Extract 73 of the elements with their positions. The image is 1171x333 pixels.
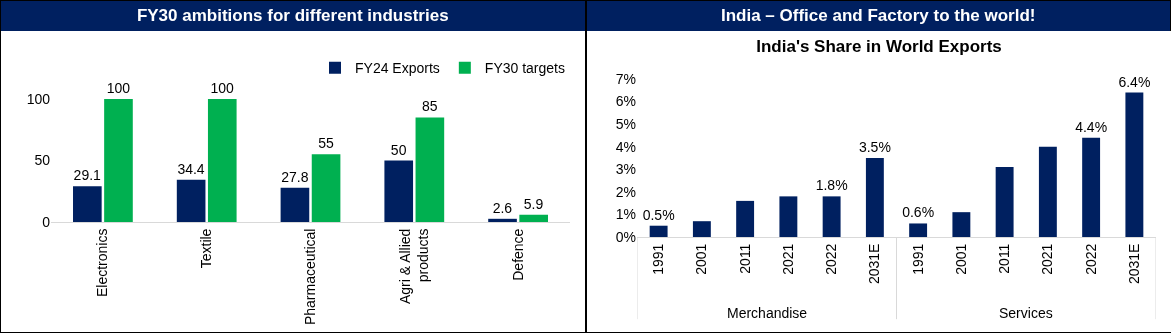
y-tick-label: 4% xyxy=(615,138,636,155)
data-label: 3.5% xyxy=(858,139,891,155)
x-tick-label: 2001 xyxy=(692,243,709,275)
bar xyxy=(73,186,102,222)
bar xyxy=(908,223,927,237)
y-tick-label: 1% xyxy=(615,206,636,223)
y-tick-label: 0 xyxy=(42,213,51,230)
y-tick-label: 6% xyxy=(615,93,636,110)
data-label: 85 xyxy=(421,98,438,115)
data-label: 4.4% xyxy=(1074,118,1107,135)
bar xyxy=(1124,92,1143,237)
bar xyxy=(415,117,445,222)
legend-label: FY30 targets xyxy=(484,60,565,77)
y-tick-label: 5% xyxy=(615,116,636,133)
text: Services xyxy=(998,305,1053,321)
bar xyxy=(865,158,884,237)
bar xyxy=(384,160,414,222)
bar xyxy=(1038,146,1057,237)
data-label: 34.4 xyxy=(177,160,205,177)
bar xyxy=(280,187,310,222)
data-label: 0.5% xyxy=(642,206,675,223)
chart-title: India – Office and Factory to the world! xyxy=(586,1,1170,31)
x-tick-label: 2031E xyxy=(865,243,882,285)
x-tick-label: Pharmaceutical xyxy=(302,228,319,326)
x-tick-label: 2021 xyxy=(779,243,796,275)
bar xyxy=(1081,137,1100,237)
y-tick-label: 2% xyxy=(615,183,636,200)
bar xyxy=(951,212,970,237)
bar xyxy=(311,154,341,222)
x-tick-label: Defence xyxy=(509,228,526,281)
x-tick-label: 2022 xyxy=(822,243,839,275)
bar xyxy=(649,225,668,237)
bar xyxy=(778,196,797,237)
chart-title: FY30 ambitions for different industries xyxy=(1,1,585,31)
legend-label: FY24 Exports xyxy=(355,60,440,77)
y-tick-label: 7% xyxy=(615,70,636,87)
bar xyxy=(176,179,206,222)
bar xyxy=(104,99,133,222)
text: Merchandise xyxy=(726,305,807,321)
x-tick-label: 2021 xyxy=(1038,243,1055,275)
x-tick-label: 1991 xyxy=(649,243,666,275)
bar xyxy=(822,196,841,237)
x-tick-label: 2011 xyxy=(736,243,753,274)
y-tick-label: 3% xyxy=(615,161,636,178)
x-tick-label: 2001 xyxy=(952,243,969,275)
x-tick-label: Textile xyxy=(198,228,215,269)
data-label: 50 xyxy=(390,141,407,158)
data-label: 1.8% xyxy=(815,177,848,194)
x-tick-label: 2022 xyxy=(1082,243,1099,275)
y-tick-label: 0% xyxy=(615,228,636,245)
y-tick-label: 100 xyxy=(26,90,51,107)
x-tick-label: 2011 xyxy=(995,243,1012,274)
x-tick-label: Agri & Allied products xyxy=(396,228,431,305)
y-tick-label: 50 xyxy=(34,152,51,169)
data-label: 0.6% xyxy=(901,204,934,221)
bar xyxy=(488,218,517,222)
data-label: 6.4% xyxy=(1117,73,1150,90)
data-label: 100 xyxy=(106,80,131,96)
data-label: 5.9 xyxy=(523,195,544,212)
x-tick-label: Electronics xyxy=(94,228,111,298)
x-tick-label: 2031E xyxy=(1125,243,1142,285)
data-label: 29.1 xyxy=(73,167,102,184)
bar xyxy=(207,99,237,222)
bar xyxy=(692,221,711,237)
data-label: 27.8 xyxy=(281,168,309,185)
bar xyxy=(995,167,1014,237)
data-label: 2.6 xyxy=(492,199,513,216)
bar xyxy=(735,200,754,237)
x-tick-label: 1991 xyxy=(909,243,926,275)
data-label: 55 xyxy=(318,135,334,152)
chart-subtitle: India's Share in World Exports xyxy=(755,36,1002,56)
data-label: 100 xyxy=(210,80,235,96)
bar xyxy=(519,214,548,222)
